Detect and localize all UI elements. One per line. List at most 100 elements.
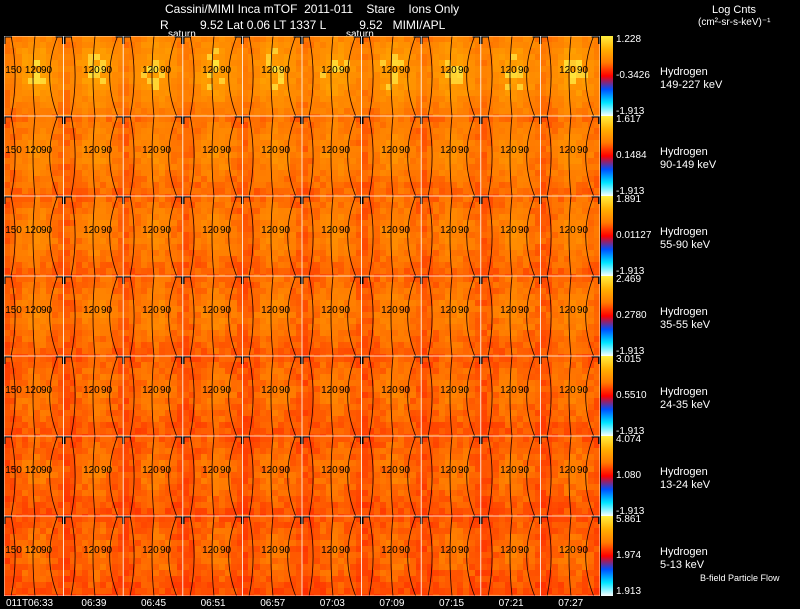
contour-line (330, 36, 334, 116)
contour-line (287, 196, 297, 276)
contour-line (569, 516, 572, 596)
contour-line (228, 36, 237, 116)
contour-label: 90 (279, 65, 291, 76)
contour-line (108, 276, 118, 356)
colorbar-cmin-label: 1.913 (616, 586, 642, 597)
contour-line (10, 356, 16, 436)
contour-label: 90 (160, 65, 172, 76)
contour-line (509, 36, 513, 116)
contour-line (92, 36, 95, 116)
contour-line (547, 196, 552, 276)
contour-label: 120 (381, 145, 398, 156)
time-tick-label: 06:39 (81, 598, 107, 609)
heatmap-cell: 120 90 (302, 356, 362, 436)
contour-line (249, 36, 254, 116)
contour-line (10, 516, 16, 596)
contour-line (390, 516, 393, 596)
units-title: Log Cnts (712, 4, 757, 16)
contour-label: 90 (101, 465, 113, 476)
species-name: Hydrogen (660, 226, 708, 239)
contour-label: 120 (25, 145, 42, 156)
contour-line (151, 196, 155, 276)
contour-label: 120 (500, 465, 517, 476)
contour-label: 150 (5, 145, 22, 156)
contour-line (368, 356, 374, 436)
contour-line (487, 116, 493, 196)
contour-label: 90 (399, 545, 411, 556)
contour-label: 90 (220, 305, 232, 316)
r-label: R (160, 18, 169, 32)
contour-label: 120 (202, 385, 219, 396)
contour-line (70, 356, 76, 436)
contour-line (168, 276, 178, 356)
contour-label: 150 (5, 465, 22, 476)
colorbar-cmax-label: 1.228 (616, 34, 642, 45)
contour-line (129, 276, 135, 356)
contour-line (271, 36, 274, 116)
contour-line (32, 36, 36, 116)
contour-label: 90 (220, 465, 232, 476)
contour-line (49, 116, 59, 196)
contour-label: 90 (220, 65, 232, 76)
contour-line (151, 36, 155, 116)
contour-label: 120 (261, 465, 278, 476)
contour-line (249, 436, 254, 516)
contour-line (287, 116, 297, 196)
heatmap-cell: 120 90 (421, 356, 481, 436)
contour-label: 90 (279, 545, 291, 556)
contour-line (287, 36, 297, 116)
colorbar-cmid-label: 0.2780 (616, 310, 647, 321)
contour-label: 90 (339, 65, 351, 76)
contour-line (271, 196, 274, 276)
contour-label: 120 (559, 465, 576, 476)
contour-label: 120 (500, 545, 517, 556)
contour-label: 120 (440, 145, 457, 156)
contour-line (32, 436, 36, 516)
contour-label: 90 (577, 305, 589, 316)
contour-line (449, 116, 453, 196)
contour-label: 90 (101, 145, 113, 156)
time-tick-label: 07:27 (558, 598, 584, 609)
contour-line (151, 356, 155, 436)
time-tick-label: 07:09 (379, 598, 405, 609)
contour-line (271, 436, 274, 516)
contour-line (427, 356, 433, 436)
energy-range: 149-227 keV (660, 79, 723, 92)
heatmap-cell: 120 90 (63, 436, 124, 516)
contour-line (330, 436, 334, 516)
colorbar-cmin-label: -1.913 (616, 266, 645, 277)
units-expression: (cm²-sr-s-keV)⁻¹ (698, 17, 771, 28)
colorbar-cmax-label: 4.074 (616, 434, 642, 445)
contour-line (92, 196, 95, 276)
contour-line (406, 356, 416, 436)
contour-label: 120 (202, 545, 219, 556)
heatmap-cell: 120 90 (421, 36, 481, 116)
contour-line (347, 116, 357, 196)
contour-line (151, 436, 155, 516)
contour-label: 90 (41, 465, 53, 476)
contour-label: 90 (339, 545, 351, 556)
contour-label: 120 (142, 225, 159, 236)
contour-line (585, 516, 595, 596)
contour-label: 90 (399, 385, 411, 396)
contour-line (151, 116, 155, 196)
colorbar (601, 116, 613, 196)
contour-line (189, 276, 195, 356)
contour-line (287, 276, 297, 356)
contour-line (406, 36, 416, 116)
contour-line (70, 276, 76, 356)
heatmap-cell: 120 90 (63, 276, 124, 356)
contour-label: 120 (500, 385, 517, 396)
contour-line (271, 116, 274, 196)
colorbar (601, 196, 613, 276)
contour-line (487, 516, 493, 596)
contour-label: 90 (160, 545, 172, 556)
contour-line (10, 36, 16, 116)
contour-label: 120 (440, 465, 457, 476)
contour-line (32, 196, 36, 276)
contour-line (347, 516, 357, 596)
colorbar-cmin-label: -1.913 (616, 426, 645, 437)
energy-range: 55-90 keV (660, 239, 711, 252)
colorbar-cmax-label: 1.617 (616, 114, 642, 125)
contour-label: 90 (458, 465, 470, 476)
